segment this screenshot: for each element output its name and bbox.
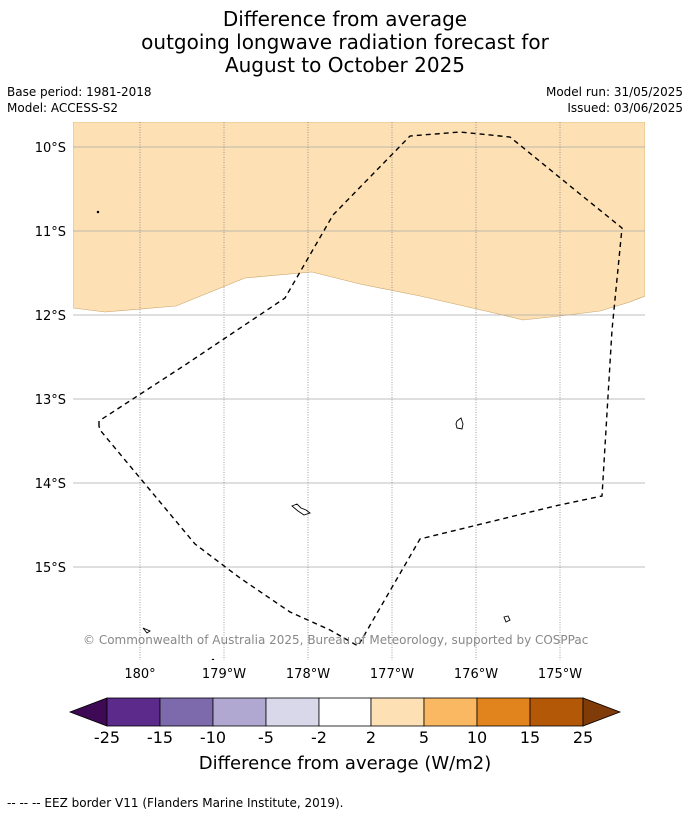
lon-label-176w: 176°W — [454, 667, 498, 682]
islands — [96, 210, 511, 660]
map-title: Difference from average outgoing longwav… — [0, 8, 690, 77]
model-run: Model run: 31/05/2025 — [545, 85, 683, 99]
island-small-east — [503, 615, 511, 623]
eez-footnote: -- -- -- EEZ border V11 (Flanders Marine… — [7, 796, 344, 810]
colorbar-bin-3 — [212, 697, 267, 727]
lat-label-12s: 12°S — [35, 309, 66, 324]
colorbar-bin-9 — [529, 697, 584, 727]
colorbar-tick: 5 — [419, 728, 429, 747]
colorbar-tick: -10 — [200, 728, 226, 747]
colorbar-bin-8 — [476, 697, 531, 727]
lat-label-14s: 14°S — [35, 477, 66, 492]
anomaly-region — [73, 122, 645, 321]
colorbar-bin-5 — [318, 697, 372, 727]
metadata-left: Base period: 1981-2018 Model: ACCESS-S2 — [7, 84, 152, 116]
island-futuna — [291, 503, 311, 516]
colorbar-tick: 10 — [467, 728, 487, 747]
eez-border — [98, 131, 623, 647]
metadata-right: Model run: 31/05/2025 Issued: 03/06/2025 — [546, 84, 683, 116]
colorbar-bin-4 — [265, 697, 320, 727]
colorbar-label: Difference from average (W/m2) — [198, 753, 492, 774]
longitude-gridlines — [139, 122, 561, 660]
islet-south — [211, 658, 215, 660]
colorbar-tick: -2 — [311, 728, 327, 747]
colorbar-tick: -5 — [258, 728, 274, 747]
colorbar-extend-low — [68, 697, 108, 727]
colorbar — [68, 697, 622, 727]
colorbar-tick: 25 — [573, 728, 593, 747]
island-wallis — [455, 417, 464, 430]
colorbar-tick: 2 — [366, 728, 376, 747]
lat-label-13s: 13°S — [35, 393, 66, 408]
lon-label-175w: 175°W — [538, 667, 582, 682]
title-line-2: outgoing longwave radiation forecast for — [141, 30, 549, 54]
base-period: Base period: 1981-2018 — [7, 85, 152, 99]
islet-north — [96, 210, 100, 214]
lon-label-177w: 177°W — [370, 667, 414, 682]
lon-label-180: 180° — [124, 667, 155, 682]
colorbar-extend-high — [582, 697, 622, 727]
colorbar-tick: 15 — [520, 728, 540, 747]
title-line-3: August to October 2025 — [224, 53, 466, 77]
island-small-southwest — [142, 627, 151, 634]
latitude-gridlines — [73, 146, 645, 568]
colorbar-tick: -15 — [147, 728, 173, 747]
model-name: Model: ACCESS-S2 — [7, 101, 119, 115]
colorbar-bin-7 — [423, 697, 478, 727]
copyright-notice: © Commonwealth of Australia 2025, Bureau… — [83, 633, 589, 647]
lat-label-10s: 10°S — [35, 141, 66, 156]
colorbar-tick: -25 — [94, 728, 120, 747]
map-plot-area — [73, 122, 645, 660]
lat-label-11s: 11°S — [35, 225, 66, 240]
lon-label-178w: 178°W — [286, 667, 330, 682]
title-line-1: Difference from average — [222, 7, 468, 31]
lon-label-179w: 179°W — [202, 667, 246, 682]
colorbar-bin-2 — [159, 697, 214, 727]
issued-date: Issued: 03/06/2025 — [567, 101, 683, 115]
colorbar-bin-6 — [370, 697, 425, 727]
lat-label-15s: 15°S — [35, 561, 66, 576]
colorbar-bin-1 — [106, 697, 161, 727]
